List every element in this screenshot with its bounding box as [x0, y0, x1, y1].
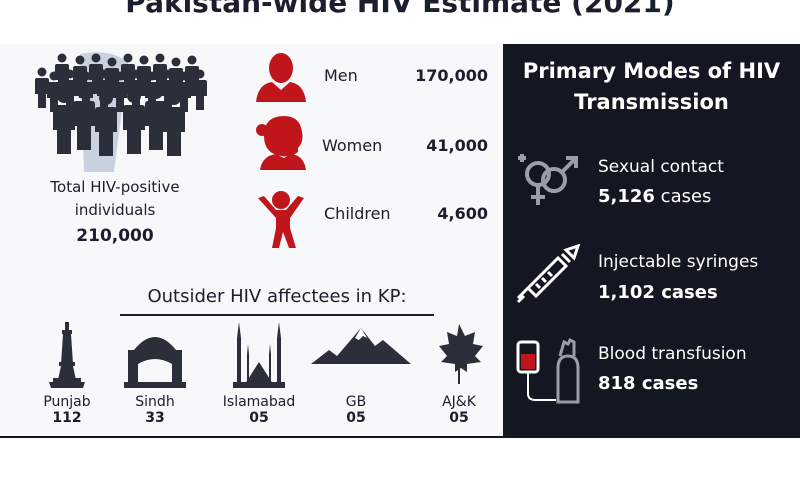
bottom-divider — [0, 436, 800, 438]
total-value: 210,000 — [76, 226, 154, 246]
stat-label-women: Women — [322, 136, 383, 155]
region-value: 05 — [346, 410, 366, 426]
region-gb: GB 05 — [311, 320, 411, 426]
blood-bag-icon — [516, 337, 580, 404]
region-name: GB — [345, 394, 367, 410]
mode-count-unit: cases — [660, 186, 712, 207]
mode-name-syringes: Injectable syringes — [598, 252, 759, 272]
crowd-icon — [35, 52, 207, 172]
gender-symbols-icon — [518, 154, 578, 205]
region-name: Punjab — [43, 394, 91, 410]
mode-count-blood: 818 cases — [598, 373, 699, 394]
man-icon — [256, 53, 306, 102]
stat-value-men: 170,000 — [415, 66, 488, 85]
mosque-icon — [233, 322, 285, 388]
minar-icon — [49, 322, 85, 388]
region-name: Islamabad — [222, 394, 296, 410]
stat-value-children: 4,600 — [437, 204, 488, 223]
stat-label-men: Men — [324, 66, 358, 85]
page-title: Pakistan-wide HIV Estimate (2021) — [125, 0, 675, 19]
syringe-icon — [516, 244, 581, 304]
mode-count-number: 5,126 — [598, 186, 655, 207]
mode-count-syringes: 1,102 cases — [598, 282, 718, 303]
region-sindh: Sindh 33 — [110, 320, 200, 426]
region-value: 33 — [145, 410, 165, 426]
region-islamabad: Islamabad 05 — [214, 320, 304, 426]
region-value: 05 — [449, 410, 469, 426]
woman-icon — [256, 116, 306, 170]
mode-name-sexual: Sexual contact — [598, 157, 724, 177]
right-panel — [503, 44, 800, 436]
child-icon — [258, 191, 304, 248]
region-value: 05 — [249, 410, 269, 426]
stat-label-children: Children — [324, 204, 391, 223]
total-label: Total HIV-positive individuals — [50, 178, 180, 219]
region-name: AJ&K — [442, 394, 476, 410]
modes-title: Primary Modes of HIV Transmission — [522, 59, 781, 114]
region-value: 112 — [52, 410, 82, 426]
mode-count-sexual: 5,126 cases — [598, 186, 711, 207]
region-punjab: Punjab 112 — [22, 320, 112, 426]
leaf-icon — [439, 324, 483, 384]
mountains-icon — [311, 328, 411, 364]
stat-value-women: 41,000 — [426, 136, 488, 155]
region-name: Sindh — [135, 394, 175, 410]
region-ajk: AJ&K 05 — [414, 320, 504, 426]
kp-divider — [120, 314, 434, 316]
mausoleum-icon — [124, 337, 186, 388]
kp-title: Outsider HIV affectees in KP: — [147, 286, 407, 307]
mode-name-blood: Blood transfusion — [598, 344, 747, 364]
